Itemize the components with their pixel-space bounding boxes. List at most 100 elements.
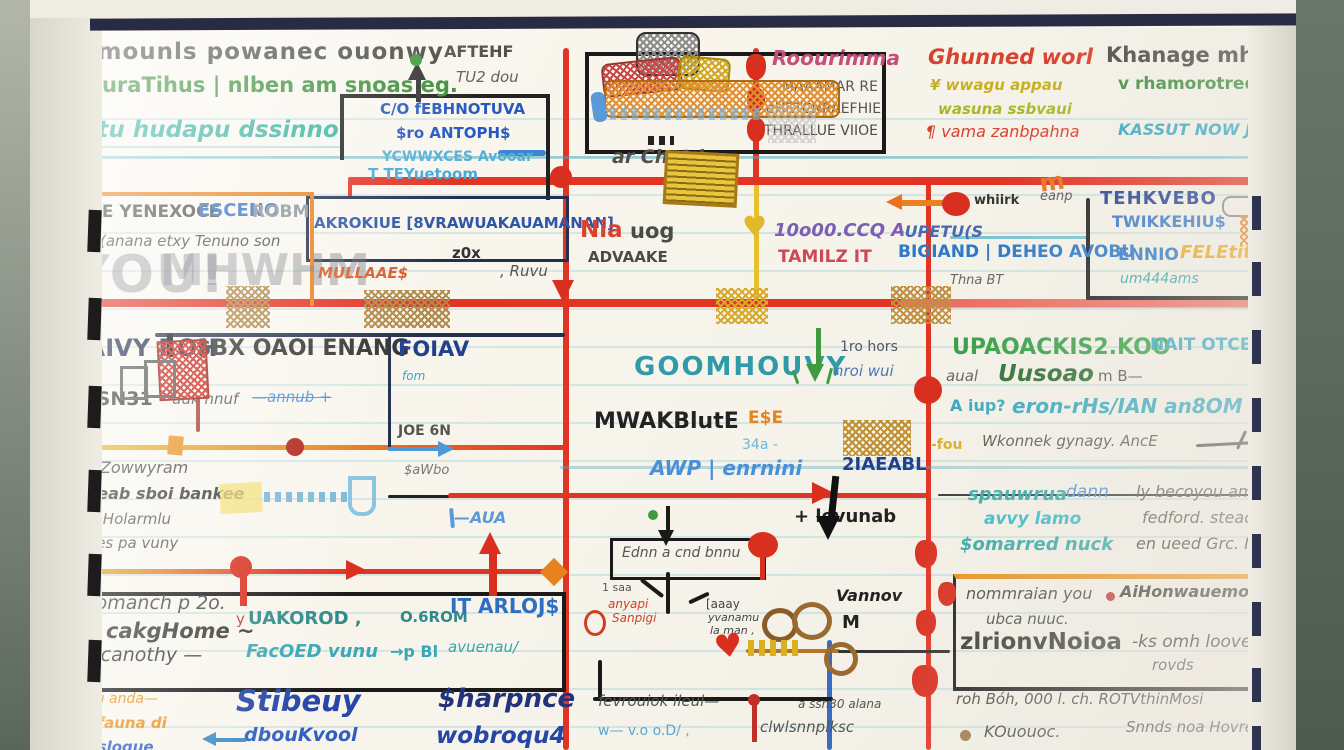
purple-code: 10o00.CCQ A [774, 220, 906, 241]
green-arrow-head [806, 364, 824, 382]
board-frame-top [28, 0, 1298, 18]
tr-yellow-1: ¥ wwagu appau [930, 76, 1063, 94]
frame-dash-right [1252, 196, 1261, 230]
tan-glyphs-3 [891, 286, 951, 324]
fom: fom [402, 369, 426, 383]
c2-rovds: rovds [1152, 656, 1194, 674]
yellow-heart: ♥ [742, 210, 768, 243]
1ro-hors: 1ro hors [840, 339, 898, 355]
nia: Nia [580, 217, 623, 243]
green-line-stem [816, 328, 821, 368]
red-9-stem [240, 572, 247, 606]
c2-row1a: nommraian you [966, 584, 1093, 603]
frame-dash-right [1252, 466, 1261, 500]
scrib-whirk: whiirk [974, 193, 1020, 208]
sanpigi: Sanpigi [612, 611, 657, 625]
2iaeabl: 2IAEABL [842, 454, 927, 475]
co-line-3: YCWWXCES Avooar [382, 149, 533, 165]
sawbo: $aWbo [404, 463, 450, 478]
frame-dash-left [87, 209, 102, 253]
note-tu2: TU2 dou [456, 68, 519, 86]
green-dot [648, 510, 658, 520]
34a: 34a - [742, 437, 778, 453]
red-drop-1 [746, 54, 766, 80]
spauwrua: spauwrua [968, 484, 1068, 505]
frame-dash-left [87, 469, 102, 513]
sofa-gray-shade [768, 105, 816, 143]
red-arrowhead-y2 [346, 560, 366, 580]
note-aftehf: AFTEHF [444, 42, 514, 61]
red-node-line1 [550, 166, 572, 188]
c1-y: y [236, 610, 245, 628]
foot-sharpnce: $harpnce [438, 684, 576, 714]
red-circle-c-top [942, 192, 970, 216]
dann: dann [1066, 482, 1109, 502]
yellow-highlight [219, 481, 263, 515]
orange-bird: m [1037, 166, 1067, 198]
gold-scribble-patch [716, 288, 768, 324]
aua: —AUA [454, 508, 507, 527]
sofa-blue-seatline [610, 108, 760, 120]
wall-right [1296, 0, 1344, 750]
orange-arrowhead-left [886, 194, 902, 210]
m-mark: M [842, 612, 860, 633]
yellow-horizontal-1 [55, 445, 565, 450]
wkonnek: Wkonnek gynagy. AncE [982, 432, 1158, 450]
frame-dash-right [1252, 398, 1261, 432]
pink-heading: Roourimma [772, 46, 901, 70]
blue-dash-row [264, 492, 350, 502]
teal-arrow-stem [388, 447, 440, 451]
wall-left [0, 0, 30, 750]
c2-row3b: -ks omh loovest [1132, 632, 1267, 652]
blue-twikkehius: TWIKKEHIU$ [1112, 212, 1226, 231]
foot-dboukvon: dbouKvool [244, 724, 358, 746]
red-drop-c1 [915, 540, 937, 568]
orange-dashes [1240, 215, 1248, 245]
co-line-2: $ro ANTOPH$ [396, 124, 511, 142]
m-b-dash: m B— [1098, 367, 1143, 385]
frame-dash-left [87, 639, 102, 683]
title-line-1: 4 amounls powanec ouonwy [55, 39, 444, 65]
c1-avuenau: avuenau/ [448, 638, 519, 656]
ennio: ENNIO [1118, 245, 1179, 265]
title-line-2: npuraTihus | nlben am snoas eg. [72, 73, 458, 97]
somarred: $omarred nuck [960, 534, 1114, 555]
foot-kouuoc: KOuouoc. [984, 722, 1061, 741]
teal-arrow-head [438, 441, 454, 457]
bracket-aaay: [aaay [706, 597, 740, 611]
teal-left-arrow-stem [212, 738, 246, 742]
frame-dash-right [1252, 262, 1261, 296]
blue-tehkvebo: TEHKVEBO [1100, 188, 1217, 209]
bracket-box-co-left [340, 94, 344, 160]
black-thin-left [388, 495, 450, 498]
gray-box-doodle-2 [144, 360, 176, 398]
red-arrow-down-junction [552, 280, 574, 302]
red-drop-3 [747, 118, 765, 142]
tr-red-heading: Ghunned worl [928, 45, 1094, 69]
ese-orange: E$E [748, 408, 784, 428]
sofa-leg-marks [648, 136, 674, 145]
foot-ron-boh: roh Bóh, 000 l. ch. ROTVthinMosi [956, 690, 1204, 708]
red-node-c [914, 376, 942, 404]
tan-glyphs-1 [226, 286, 270, 328]
c2-row3a: zlrionvNoioa [960, 629, 1122, 655]
foot-snnds: Snnds noa Hovrej, [1126, 718, 1263, 736]
frame-dash-right [1252, 602, 1261, 636]
frame-dash-left [87, 297, 102, 341]
nroi-wui: nroi wui [834, 362, 894, 380]
blue-upetus: -UPETU(S [898, 222, 984, 241]
frame-dash-right [1252, 668, 1261, 702]
foiav: FOIAV [398, 337, 470, 361]
ruled-line [102, 308, 1248, 310]
brown-rose-2 [792, 602, 832, 640]
awp-row: AWP | enrnini [650, 456, 803, 480]
foot-blue-dash: w— v.o o.D/ , [598, 723, 690, 739]
gold-tag [662, 150, 740, 208]
gold-flower-doodles [843, 420, 911, 456]
yvanamu: yvanamu [708, 611, 760, 624]
blue-u [348, 476, 376, 516]
green-upaoackis: UPAOACKIS2.KOO [952, 335, 1171, 360]
thna-bt: Thna BT [950, 273, 1004, 288]
foot-clwl: clwlsnnplksc [760, 718, 855, 736]
c1-facoed: FacOED vunu [246, 641, 379, 662]
